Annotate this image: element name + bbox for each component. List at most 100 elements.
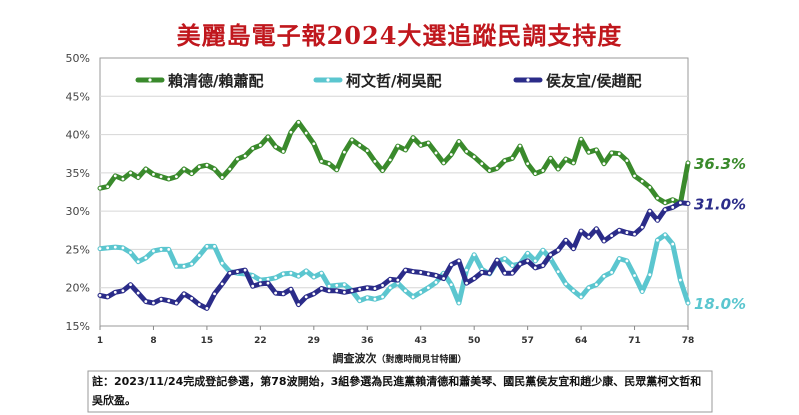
data-point	[396, 144, 400, 148]
data-point	[243, 268, 247, 272]
x-tick-label: 22	[254, 336, 267, 346]
data-point	[465, 268, 468, 272]
data-point	[549, 253, 552, 257]
y-tick-label: 30%	[66, 205, 90, 218]
data-point	[472, 277, 476, 280]
data-point	[625, 231, 629, 234]
x-tick-label: 64	[575, 336, 588, 346]
x-tick-label: 29	[308, 336, 321, 346]
data-point	[281, 272, 285, 276]
data-point	[251, 146, 255, 150]
data-point	[434, 280, 438, 284]
data-point	[572, 247, 575, 251]
data-point	[549, 156, 552, 160]
data-point	[442, 277, 446, 280]
data-point	[419, 290, 423, 294]
data-point	[174, 301, 178, 305]
data-point	[327, 284, 331, 288]
legend-label: 侯友宜/侯趙配	[546, 72, 641, 90]
data-point	[182, 264, 186, 268]
data-point	[671, 198, 675, 202]
data-point	[304, 295, 308, 299]
data-point	[533, 259, 537, 263]
y-tick-label: 50%	[66, 52, 90, 65]
legend-label: 柯文哲/柯吳配	[346, 72, 441, 90]
data-point	[129, 283, 132, 287]
chart-title: 美麗島電子報2024大選追蹤民調支持度	[176, 21, 623, 50]
data-point	[388, 277, 392, 281]
data-point	[106, 295, 110, 299]
data-point	[434, 274, 438, 277]
data-point	[159, 175, 163, 179]
data-point	[220, 176, 224, 179]
data-point	[671, 205, 675, 209]
data-point	[503, 271, 507, 275]
data-point	[541, 248, 545, 252]
data-point	[358, 287, 362, 291]
data-point	[587, 150, 591, 154]
data-point	[541, 169, 545, 172]
legend-marker	[526, 78, 530, 82]
data-point	[686, 161, 690, 165]
data-point	[686, 301, 690, 305]
data-point	[190, 262, 194, 266]
data-point	[610, 234, 614, 238]
data-point	[373, 159, 377, 163]
x-axis-sublabel: （對應時間見甘特圖）	[376, 355, 467, 365]
data-point	[480, 271, 484, 274]
data-point	[510, 156, 514, 160]
data-point	[686, 202, 690, 205]
data-point	[197, 303, 201, 306]
data-point	[678, 278, 682, 282]
data-point	[228, 167, 232, 171]
data-point	[312, 142, 316, 146]
x-tick-label: 57	[521, 336, 534, 346]
data-point	[602, 239, 606, 243]
data-point	[633, 232, 636, 236]
data-point	[182, 292, 186, 296]
data-point	[274, 276, 278, 280]
data-point	[106, 185, 110, 189]
data-point	[190, 172, 194, 176]
data-point	[526, 162, 530, 166]
data-point	[220, 261, 224, 265]
data-point	[144, 256, 148, 260]
data-point	[449, 153, 453, 156]
data-point	[426, 272, 430, 276]
data-point	[289, 130, 293, 134]
data-point	[373, 287, 377, 290]
data-point	[312, 292, 316, 296]
data-point	[335, 284, 339, 287]
data-point	[533, 172, 537, 176]
x-tick-label: 1	[97, 336, 103, 346]
data-point	[266, 277, 270, 281]
data-point	[587, 235, 591, 239]
data-point	[350, 138, 354, 142]
data-point	[121, 289, 125, 293]
data-point	[304, 269, 308, 273]
data-point	[572, 289, 575, 293]
data-point	[167, 177, 171, 181]
data-point	[236, 270, 239, 274]
data-point	[648, 186, 652, 189]
data-point	[617, 257, 621, 261]
data-point	[381, 169, 384, 172]
data-point	[152, 249, 155, 253]
data-point	[174, 175, 178, 179]
data-point	[419, 271, 423, 274]
x-tick-label: 8	[150, 336, 156, 346]
data-point	[518, 144, 522, 148]
data-point	[258, 278, 262, 282]
data-point	[136, 260, 140, 264]
data-point	[625, 259, 629, 263]
legend-marker	[148, 78, 152, 82]
data-point	[633, 174, 636, 178]
data-point	[457, 140, 461, 143]
data-point	[656, 196, 659, 200]
data-point	[174, 264, 178, 268]
data-point	[136, 176, 140, 179]
data-point	[587, 286, 591, 290]
data-point	[251, 284, 255, 288]
data-point	[342, 283, 346, 287]
data-point	[113, 245, 117, 249]
